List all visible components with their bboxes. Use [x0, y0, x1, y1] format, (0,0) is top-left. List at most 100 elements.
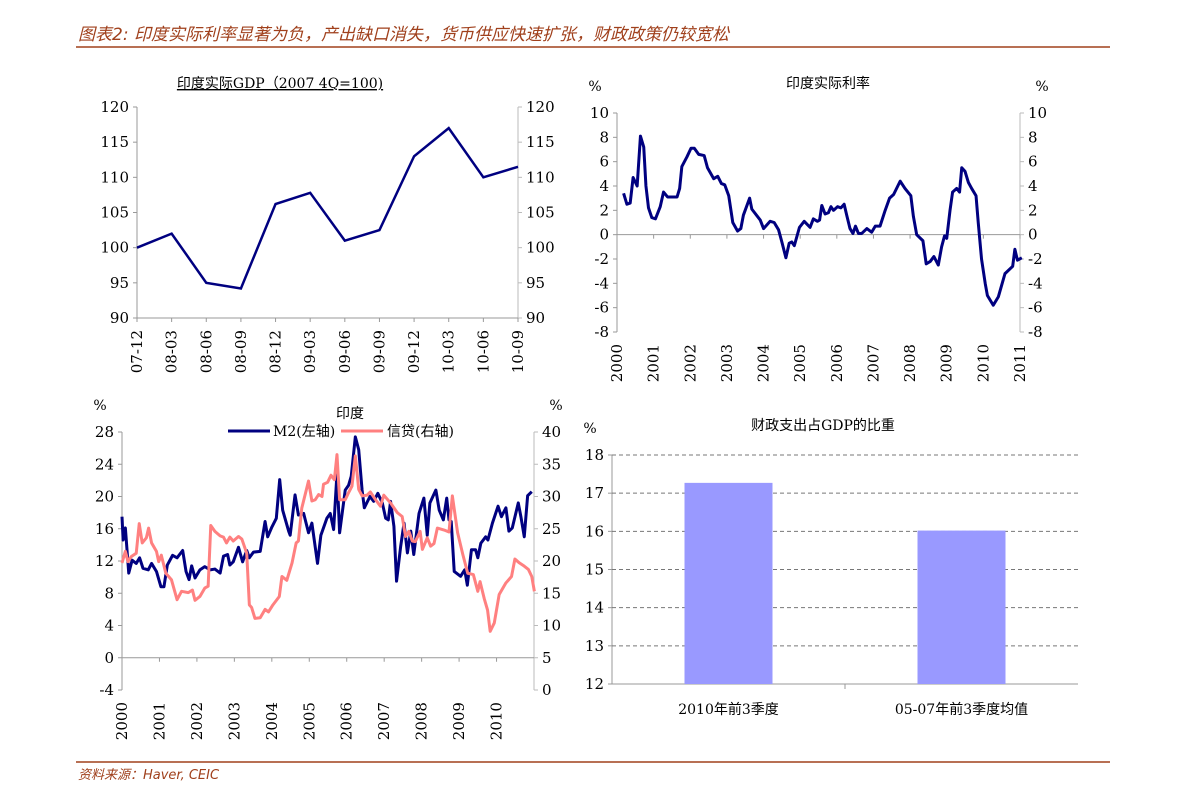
y2-tick-label: 10	[1028, 104, 1047, 122]
chart-4-axes	[608, 454, 613, 685]
y2-tick-label: -8	[1028, 323, 1043, 341]
y-tick-label: 105	[100, 204, 129, 222]
chart-1-title: 印度实际GDP（2007 4Q=100)	[177, 76, 383, 92]
y2-tick-label: 105	[526, 204, 555, 222]
x-tick-label: 2004	[263, 702, 281, 740]
y2-tick-label: -4	[1028, 274, 1043, 292]
y-tick-label: -4	[594, 274, 609, 292]
y-tick-label: 16	[95, 520, 114, 538]
y2-tick-label: 95	[526, 274, 545, 292]
chart-3-axes	[118, 431, 538, 691]
y-tick-label: 12	[585, 675, 604, 693]
y2-tick-label: 10	[542, 617, 561, 635]
y2-tick-label: 2	[1028, 201, 1038, 219]
y2-tick-label: 100	[526, 239, 555, 257]
x-tick-label: 2004	[755, 344, 773, 382]
y-tick-label: 16	[585, 522, 604, 540]
y-tick-label: 95	[110, 274, 129, 292]
x-tick-label: 2001	[150, 702, 168, 740]
y-tick-label: 110	[100, 168, 129, 186]
y-tick-label: 15	[585, 561, 604, 579]
y-tick-label: -4	[99, 681, 114, 699]
chart-3-title: 印度	[336, 406, 364, 422]
source-note: 资料来源：Haver, CEIC	[78, 768, 220, 783]
y-tick-label: 13	[585, 637, 604, 655]
y2-axis-unit: %	[1035, 79, 1048, 95]
x-tick-label: 09-09	[370, 330, 388, 373]
x-category-label: 2010年前3季度	[678, 701, 779, 718]
y-axis-unit: %	[588, 79, 601, 95]
y2-tick-label: -2	[1028, 250, 1043, 268]
y2-tick-label: 40	[542, 423, 561, 441]
x-tick-label: 2006	[338, 702, 356, 740]
y2-tick-label: 30	[542, 488, 561, 506]
y2-tick-label: 4	[1028, 177, 1038, 195]
y-tick-label: 0	[599, 226, 609, 244]
x-tick-label: 07-12	[128, 330, 146, 373]
y-tick-label: 14	[585, 599, 604, 617]
bar-1	[684, 482, 773, 684]
y-tick-label: 20	[95, 488, 114, 506]
y2-tick-label: 120	[526, 98, 555, 116]
x-tick-label: 09-12	[405, 330, 423, 373]
y-tick-label: 6	[599, 153, 609, 171]
y-axis-unit: %	[583, 421, 596, 437]
chart-2-axes	[613, 112, 1024, 333]
gdp-series-line	[136, 126, 519, 290]
x-tick-label: 2010	[488, 702, 506, 740]
x-tick-label: 2008	[413, 702, 431, 740]
chart-4-title: 财政支出占GDP的比重	[751, 418, 895, 434]
x-tick-label: 2005	[300, 702, 318, 740]
y-tick-label: 24	[95, 455, 114, 473]
y-tick-label: 28	[95, 423, 114, 441]
y-tick-label: 17	[585, 484, 604, 502]
y2-tick-label: 90	[526, 309, 545, 327]
y-tick-label: 90	[110, 309, 129, 327]
y2-tick-label: 20	[542, 552, 561, 570]
x-tick-label: 2001	[645, 344, 663, 382]
y-tick-label: 2	[599, 201, 609, 219]
x-tick-label: 2010	[974, 344, 992, 382]
y-tick-label: -6	[594, 299, 609, 317]
series-line-2	[120, 453, 536, 633]
y2-tick-label: 25	[542, 520, 561, 538]
y2-tick-label: 115	[526, 133, 555, 151]
series-line-1	[622, 134, 1023, 307]
y2-tick-label: 8	[1028, 128, 1038, 146]
y-tick-label: -2	[594, 250, 609, 268]
x-tick-label: 08-03	[163, 330, 181, 373]
legend-label-m2: M2(左轴)	[273, 424, 335, 440]
x-tick-label: 2007	[864, 344, 882, 382]
x-tick-label: 10-03	[440, 330, 458, 373]
y2-tick-label: 5	[542, 649, 552, 667]
x-tick-label: 09-03	[301, 330, 319, 373]
y-axis-unit: %	[93, 398, 106, 414]
x-tick-label: 08-06	[197, 330, 215, 373]
y2-tick-label: 15	[542, 584, 561, 602]
y-tick-label: -8	[594, 323, 609, 341]
x-tick-label: 2003	[225, 702, 243, 740]
x-tick-label: 10-09	[509, 330, 527, 373]
y-tick-label: 8	[599, 128, 609, 146]
y-tick-label: 0	[104, 649, 114, 667]
figure-header-title: 图表2: 印度实际利率显著为负，产出缺口消失，货币供应快速扩张，财政政策仍较宽松	[78, 25, 731, 45]
x-tick-label: 2003	[718, 344, 736, 382]
x-tick-label: 2008	[901, 344, 919, 382]
x-tick-label: 2007	[375, 702, 393, 740]
y-tick-label: 12	[95, 552, 114, 570]
chart-1-axes	[133, 106, 522, 319]
y-tick-label: 18	[585, 446, 604, 464]
y-tick-label: 4	[104, 617, 114, 635]
y-tick-label: 120	[100, 98, 129, 116]
x-tick-label: 08-12	[267, 330, 285, 373]
y-tick-label: 100	[100, 239, 129, 257]
y2-tick-label: 0	[542, 681, 552, 699]
x-tick-label: 2000	[113, 702, 131, 740]
bar-2	[917, 530, 1006, 684]
y-tick-label: 10	[590, 104, 609, 122]
y-tick-label: 4	[599, 177, 609, 195]
y2-tick-label: 6	[1028, 153, 1038, 171]
x-category-label: 05-07年前3季度均值	[895, 701, 1028, 718]
